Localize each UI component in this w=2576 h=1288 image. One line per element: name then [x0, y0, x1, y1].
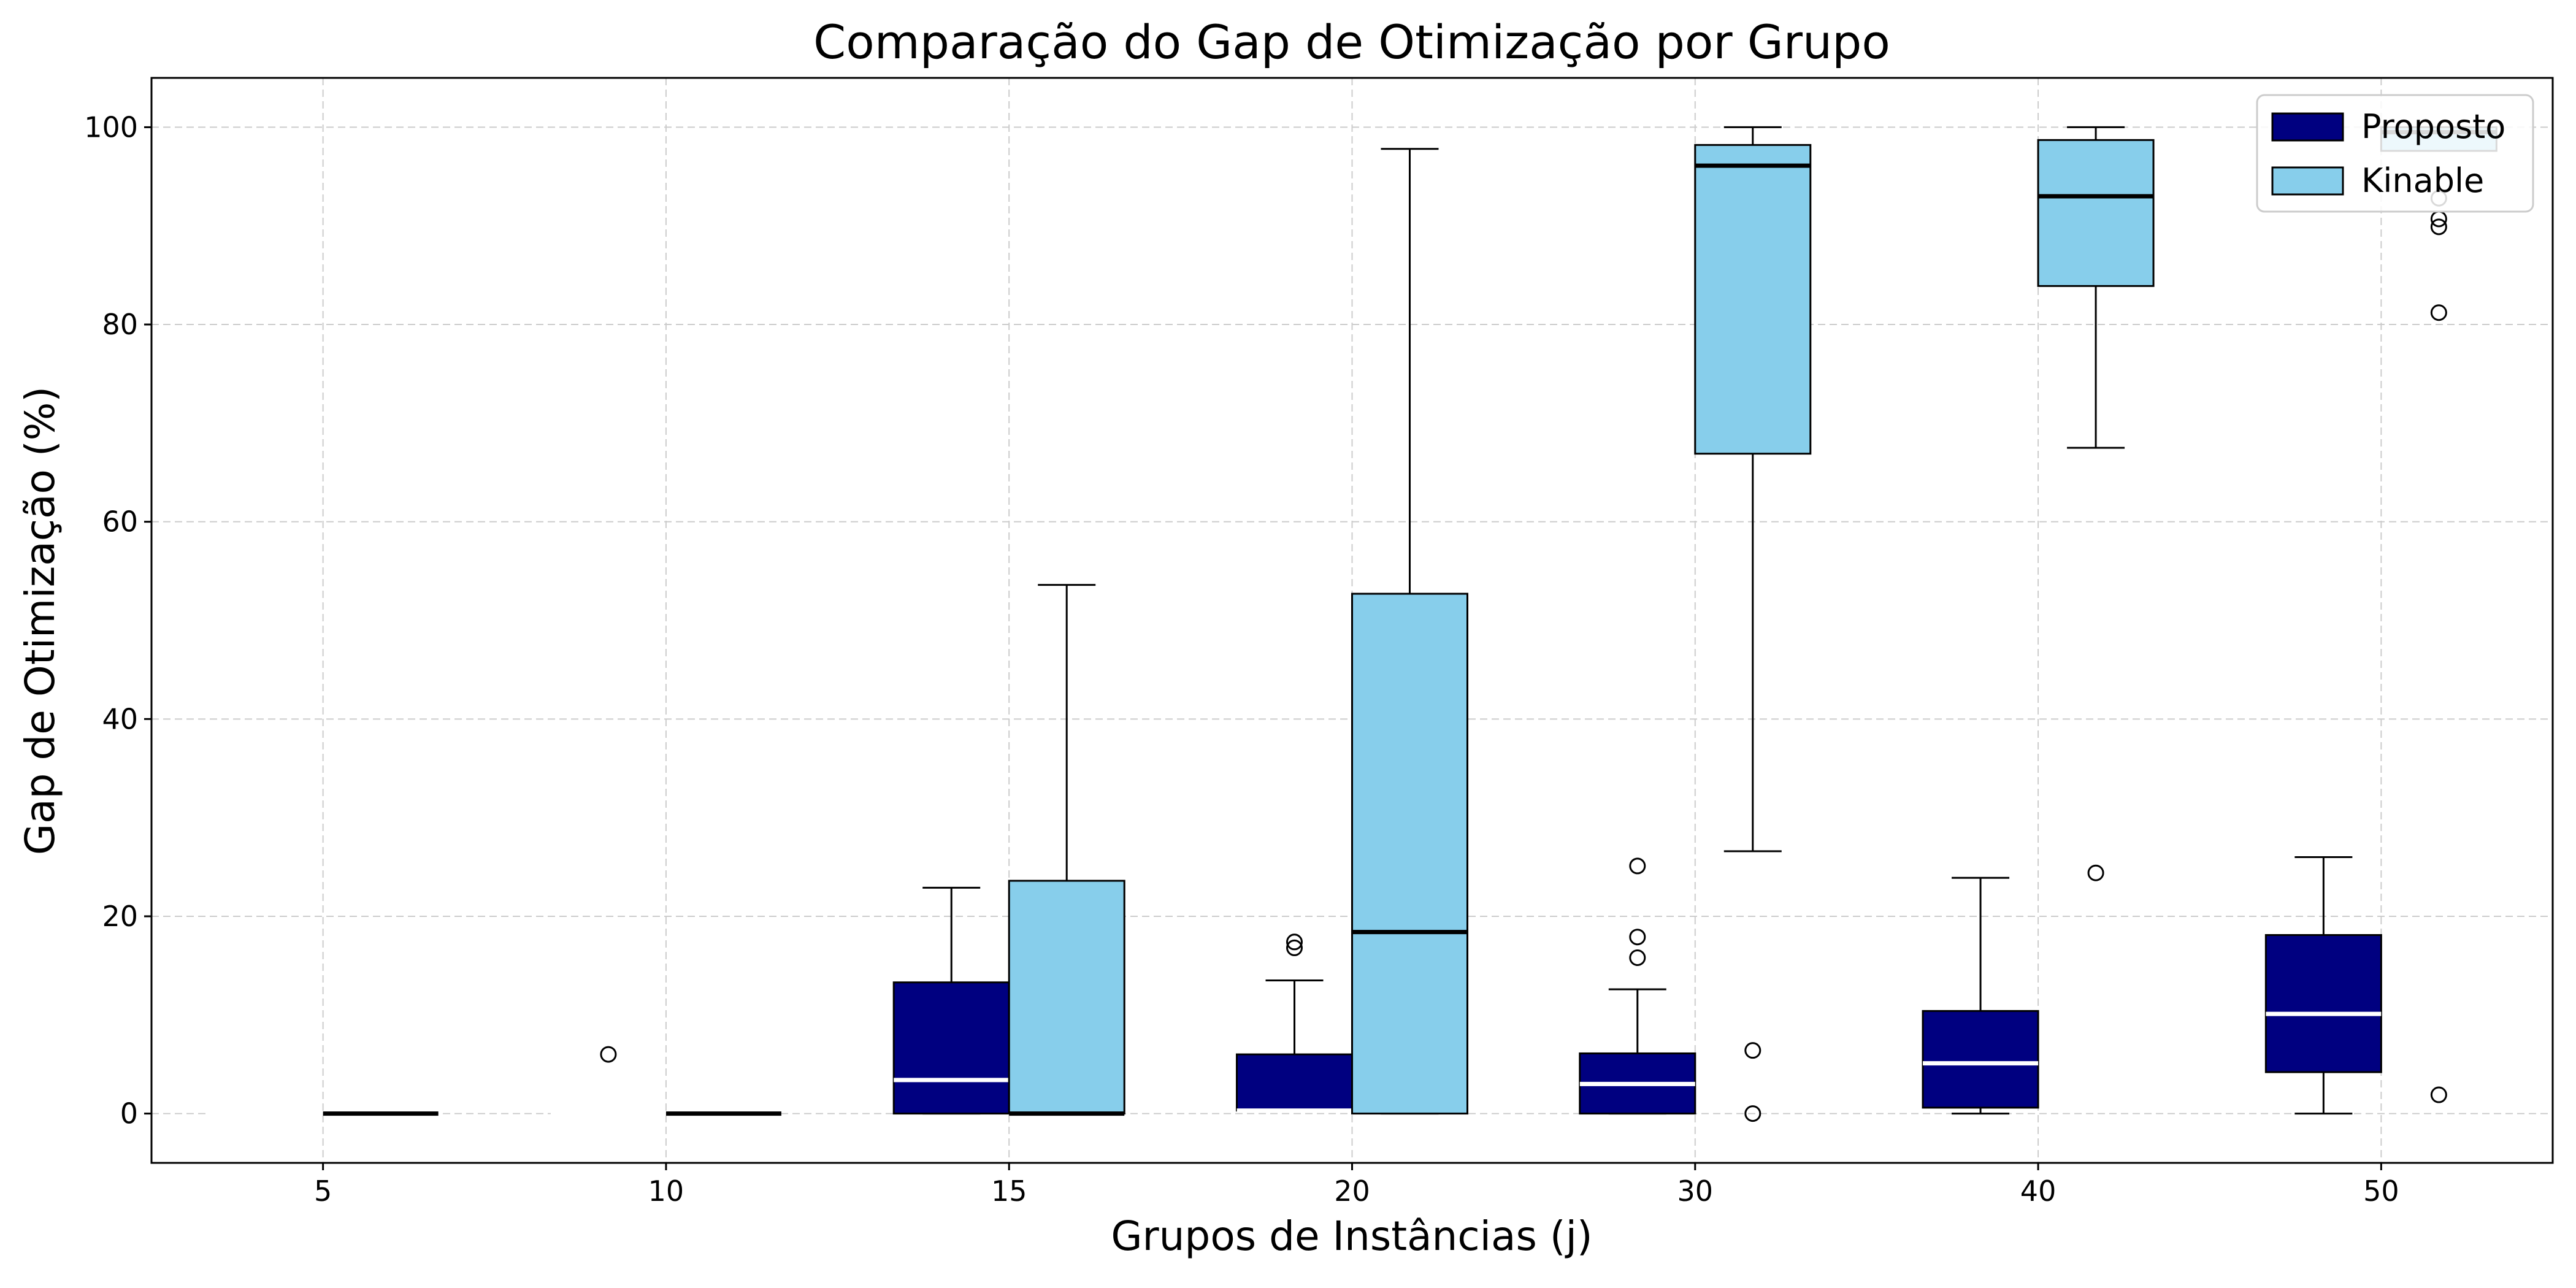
proposto-box-group	[2264, 856, 2382, 1115]
proposto-outlier-point	[1629, 949, 1646, 966]
x-tick-label: 30	[1677, 1175, 1714, 1208]
box-marks	[207, 126, 2497, 1122]
y-tick-label: 100	[84, 110, 138, 144]
legend-label: Proposto	[2361, 107, 2505, 146]
proposto-outlier-point	[1629, 929, 1646, 946]
legend-swatch	[2271, 112, 2344, 142]
proposto-box	[1236, 1053, 1353, 1112]
x-tick-label: 5	[314, 1175, 332, 1208]
axes: 5 10 15 20 30 40 50 0 20 40 60 80 100	[84, 110, 2399, 1208]
x-tick-label: 15	[991, 1175, 1027, 1208]
kinable-box	[2037, 139, 2155, 287]
kinable-outlier-point	[1744, 1105, 1761, 1122]
proposto-box-group	[1236, 933, 1353, 1113]
proposto-box	[2264, 934, 2382, 1073]
kinable-box-group	[2380, 126, 2497, 1103]
proposto-box-group	[550, 1046, 666, 1116]
proposto-box	[1922, 1010, 2039, 1109]
kinable-box-group	[2037, 126, 2155, 881]
y-tick-label: 40	[102, 702, 138, 735]
y-tick-label: 0	[120, 1097, 138, 1130]
proposto-box-group	[1579, 857, 1696, 1115]
x-tick-label: 10	[648, 1175, 684, 1208]
x-tick-label: 40	[2020, 1175, 2057, 1208]
x-tick-label: 50	[2363, 1175, 2399, 1208]
legend-label: Kinable	[2361, 161, 2484, 200]
kinable-outlier-point	[2430, 304, 2447, 321]
y-tick-label: 60	[102, 505, 138, 539]
kinable-box	[1694, 144, 1812, 455]
kinable-outlier-point	[2087, 864, 2104, 881]
y-tick-label: 80	[102, 308, 138, 341]
legend: Proposto Kinable	[2256, 94, 2534, 213]
proposto-outlier-point	[1629, 857, 1646, 875]
kinable-box-group	[1351, 148, 1468, 1115]
kinable-box-group	[1008, 584, 1125, 1116]
kinable-outlier-point	[1744, 1042, 1761, 1059]
kinable-box	[1008, 880, 1125, 1115]
kinable-outlier-point	[2430, 218, 2447, 236]
kinable-box	[1351, 592, 1468, 1115]
kinable-box-group	[1694, 126, 1812, 1122]
y-tick-label: 20	[102, 900, 138, 933]
proposto-outlier-point	[1286, 939, 1303, 956]
x-axis-label: Grupos de Instâncias (j)	[1111, 1213, 1592, 1260]
chart-title: Comparação do Gap de Otimização por Grup…	[813, 15, 1890, 69]
proposto-outlier-point	[600, 1046, 617, 1063]
plot-area	[150, 77, 2554, 1164]
proposto-outlier-point	[1286, 933, 1303, 951]
kinable-outlier-point	[2430, 1086, 2447, 1103]
x-tick-label: 20	[1334, 1175, 1370, 1208]
proposto-box	[892, 981, 1010, 1115]
y-axis-label: Gap de Otimização (%)	[17, 386, 64, 855]
proposto-box-group	[892, 886, 1010, 1115]
proposto-box-group	[1922, 876, 2039, 1115]
legend-swatch	[2271, 166, 2344, 196]
